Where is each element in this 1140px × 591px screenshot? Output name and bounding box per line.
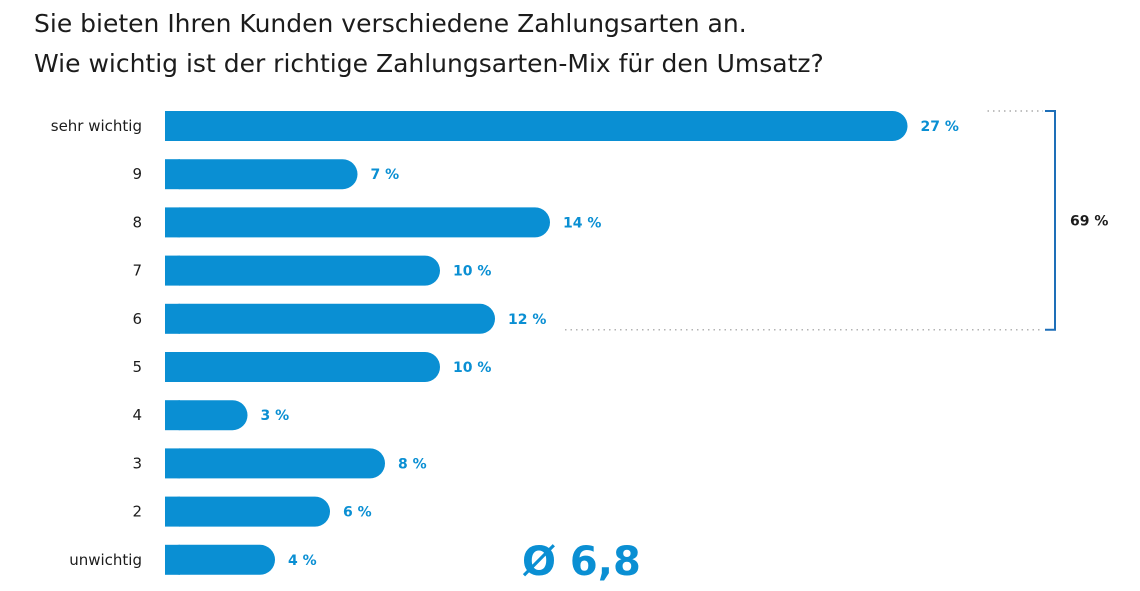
bar <box>165 544 275 575</box>
bar-left-edge <box>165 159 180 190</box>
bar-left-edge <box>165 207 180 238</box>
category-label: 9 <box>132 165 142 183</box>
category-label: 8 <box>132 213 142 231</box>
category-label: 7 <box>132 262 142 280</box>
average-value: Ø 6,8 <box>522 539 641 585</box>
value-label: 3 % <box>261 408 290 424</box>
bar <box>165 448 385 479</box>
category-label: 5 <box>132 358 142 376</box>
bar-left-edge <box>165 303 180 334</box>
title-line-1: Sie bieten Ihren Kunden verschiedene Zah… <box>34 9 747 38</box>
value-label: 10 % <box>453 264 491 280</box>
bar <box>165 496 330 527</box>
bar <box>165 255 440 286</box>
bar <box>165 207 550 238</box>
bar <box>165 111 908 141</box>
category-label: 3 <box>132 454 142 472</box>
value-label: 8 % <box>398 456 427 472</box>
bar <box>165 352 440 382</box>
value-label: 4 % <box>288 553 317 569</box>
bar-left-edge <box>165 111 180 141</box>
value-label: 7 % <box>371 167 400 183</box>
category-label: 4 <box>132 406 142 424</box>
title-line-2: Wie wichtig ist der richtige Zahlungsart… <box>34 49 824 78</box>
category-label: 6 <box>132 310 142 328</box>
bar-left-edge <box>165 255 180 286</box>
category-label: unwichtig <box>69 551 142 569</box>
bar-left-edge <box>165 400 180 431</box>
chart-title: Sie bieten Ihren Kunden verschiedene Zah… <box>34 4 824 84</box>
value-label: 12 % <box>508 312 546 328</box>
value-label: 6 % <box>343 505 372 521</box>
value-label: 10 % <box>453 360 491 376</box>
bracket <box>1045 110 1056 331</box>
value-label: 27 % <box>921 119 959 135</box>
value-label: 14 % <box>563 215 601 231</box>
bar <box>165 159 358 190</box>
bracket-label: 69 % <box>1070 213 1108 229</box>
category-label: 2 <box>132 503 142 521</box>
bar-left-edge <box>165 448 180 479</box>
bar-left-edge <box>165 352 180 382</box>
bar <box>165 303 495 334</box>
bar-left-edge <box>165 496 180 527</box>
bar-left-edge <box>165 544 180 575</box>
category-label: sehr wichtig <box>51 117 142 135</box>
bar <box>165 400 248 431</box>
